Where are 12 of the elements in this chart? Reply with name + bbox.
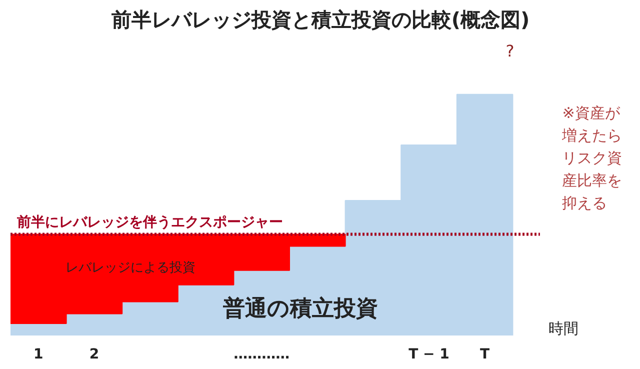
- series-label: レバレッジによる投資: [65, 260, 196, 276]
- x-tick-label: T − 1: [408, 346, 450, 362]
- text: ?: [506, 41, 514, 60]
- ref-line-label: 前半にレバレッジを伴うエクスポージャー: [16, 214, 284, 231]
- x-tick-label: 2: [89, 346, 100, 362]
- x-tick-label: …………: [234, 346, 290, 362]
- x-tick-label: 1: [34, 346, 44, 362]
- text: ※資産が増えたらリスク資産比率を抑える: [561, 104, 622, 212]
- chart-title: 前半レバレッジ投資と積立投資の比較(概念図): [110, 8, 530, 32]
- x-tick-label: T: [480, 346, 490, 362]
- series-label: 普通の積立投資: [222, 295, 378, 322]
- x-axis-title: 時間: [548, 319, 578, 338]
